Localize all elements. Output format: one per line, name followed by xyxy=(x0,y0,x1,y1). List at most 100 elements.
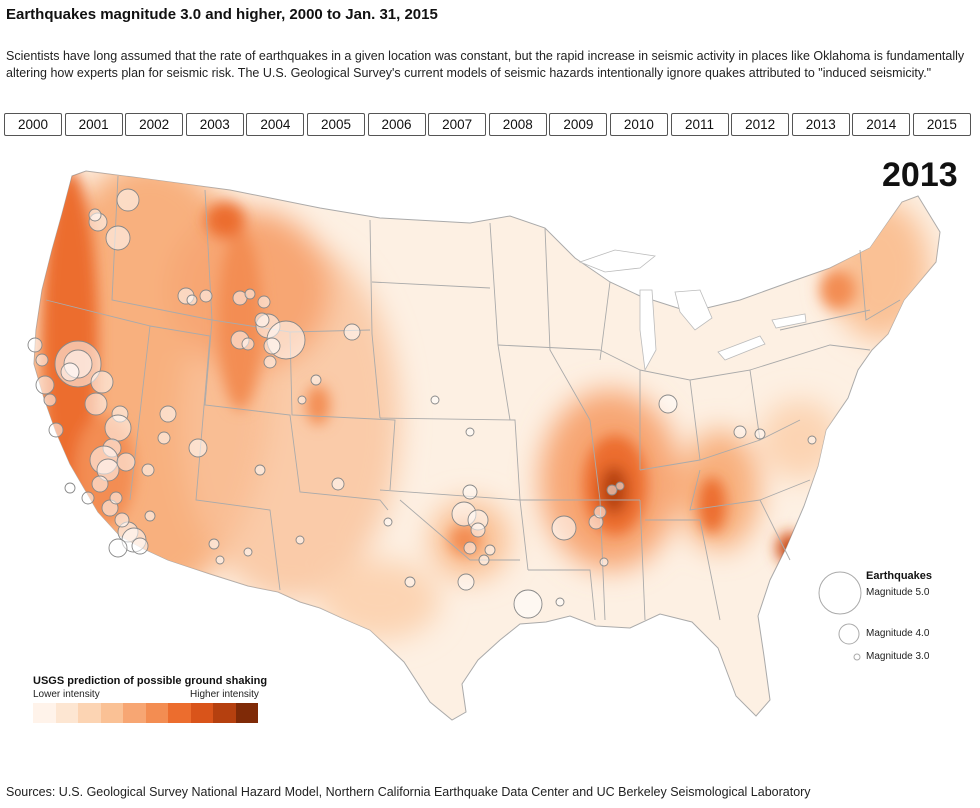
earthquake-marker xyxy=(383,517,393,527)
state-border xyxy=(111,175,213,321)
earthquake-marker xyxy=(208,538,220,550)
earthquake-marker xyxy=(310,374,322,386)
shaking-legend-swatch xyxy=(55,703,78,723)
earthquake-marker xyxy=(104,414,132,442)
shaking-legend-title: USGS prediction of possible ground shaki… xyxy=(33,675,268,687)
shaking-legend-swatch xyxy=(168,703,191,723)
earthquake-marker xyxy=(343,323,361,341)
earthquake-marker xyxy=(60,362,80,382)
earthquake-marker xyxy=(465,427,475,437)
description: Scientists have long assumed that the ra… xyxy=(6,49,965,80)
earthquake-marker xyxy=(199,289,213,303)
magnitude-5-label: Magnitude 5.0 xyxy=(866,587,930,598)
year-button-2012[interactable]: 2012 xyxy=(731,113,790,136)
year-button-2006[interactable]: 2006 xyxy=(367,113,426,136)
year-button-2013[interactable]: 2013 xyxy=(791,113,850,136)
earthquake-marker xyxy=(96,458,120,482)
magnitude-5-circle xyxy=(818,571,862,615)
state-border xyxy=(599,281,611,361)
lake-michigan xyxy=(639,289,657,372)
lake-erie xyxy=(717,335,766,361)
earthquake-marker xyxy=(90,370,114,394)
magnitude-3-circle xyxy=(853,653,861,661)
earthquake-marker xyxy=(108,538,128,558)
earthquake-marker xyxy=(615,481,625,491)
year-button-2011[interactable]: 2011 xyxy=(670,113,729,136)
shaking-legend-swatch xyxy=(190,703,213,723)
year-button-2005[interactable]: 2005 xyxy=(306,113,365,136)
earthquake-marker xyxy=(457,573,475,591)
year-button-2014[interactable]: 2014 xyxy=(852,113,911,136)
magnitude-4-circle xyxy=(838,623,860,645)
earthquake-marker xyxy=(754,428,766,440)
earthquake-marker xyxy=(243,547,253,557)
earthquake-marker xyxy=(131,537,149,555)
earthquake-marker xyxy=(64,482,76,494)
earthquake-marker xyxy=(807,435,817,445)
year-button-2004[interactable]: 2004 xyxy=(246,113,305,136)
earthquake-marker xyxy=(606,484,618,496)
earthquake-marker xyxy=(91,475,109,493)
year-button-2000[interactable]: 2000 xyxy=(4,113,62,136)
state-borders xyxy=(45,175,901,621)
earthquake-legend-title: Earthquakes xyxy=(866,570,933,582)
state-border xyxy=(749,344,871,371)
earthquake-marker xyxy=(27,337,43,353)
earthquake-marker xyxy=(114,512,130,528)
us-hazard-map xyxy=(27,170,941,721)
magnitude-3-label: Magnitude 3.0 xyxy=(866,651,930,662)
earthquake-marker xyxy=(84,392,108,416)
state-border xyxy=(204,189,371,333)
state-border xyxy=(645,519,721,621)
earthquake-marker xyxy=(186,294,198,306)
year-button-2003[interactable]: 2003 xyxy=(185,113,244,136)
earthquake-marker xyxy=(295,535,305,545)
state-border xyxy=(779,309,871,331)
shaking-legend-scale xyxy=(33,703,258,723)
state-border xyxy=(204,319,389,511)
earthquake-marker xyxy=(593,505,607,519)
year-button-2002[interactable]: 2002 xyxy=(125,113,184,136)
state-border xyxy=(528,569,596,621)
year-button-2010[interactable]: 2010 xyxy=(609,113,668,136)
year-button-2007[interactable]: 2007 xyxy=(428,113,487,136)
magnitude-4-label: Magnitude 4.0 xyxy=(866,628,930,639)
year-button-2008[interactable]: 2008 xyxy=(488,113,547,136)
earthquake-marker xyxy=(254,464,266,476)
earthquake-marker xyxy=(331,477,345,491)
shaking-legend-low-label: Lower intensity xyxy=(33,689,100,700)
earthquake-marker xyxy=(116,452,136,472)
state-border xyxy=(759,499,791,561)
earthquake-marker xyxy=(105,225,131,251)
state-border xyxy=(371,281,491,289)
earthquake-marker xyxy=(254,312,270,328)
earthquake-marker xyxy=(157,431,171,445)
shaking-legend-swatch xyxy=(123,703,146,723)
earthquake-marker xyxy=(116,188,140,212)
state-border xyxy=(289,331,396,491)
shaking-legend-swatch xyxy=(78,703,101,723)
state-border xyxy=(689,469,811,511)
year-button-2009[interactable]: 2009 xyxy=(549,113,608,136)
great-lakes xyxy=(578,249,807,372)
earthquake-marker xyxy=(81,491,95,505)
state-border xyxy=(639,419,801,471)
earthquake-marker xyxy=(462,484,478,500)
earthquake-marker xyxy=(658,394,678,414)
earthquake-marker xyxy=(463,541,477,555)
earthquake-marker xyxy=(241,337,255,351)
earthquake-marker xyxy=(470,522,486,538)
state-border xyxy=(859,249,901,321)
earthquake-marker xyxy=(599,557,609,567)
earthquake-marker xyxy=(484,544,496,556)
state-border xyxy=(149,325,281,591)
lake-huron xyxy=(674,289,713,331)
shaking-legend-swatch xyxy=(213,703,236,723)
year-button-2015[interactable]: 2015 xyxy=(912,113,971,136)
earthquake-marker xyxy=(257,295,271,309)
earthquake-marker xyxy=(733,425,747,439)
state-border xyxy=(639,499,646,621)
earthquake-legend-circles xyxy=(818,571,862,661)
earthquake-marker xyxy=(43,393,57,407)
year-button-2001[interactable]: 2001 xyxy=(64,113,123,136)
